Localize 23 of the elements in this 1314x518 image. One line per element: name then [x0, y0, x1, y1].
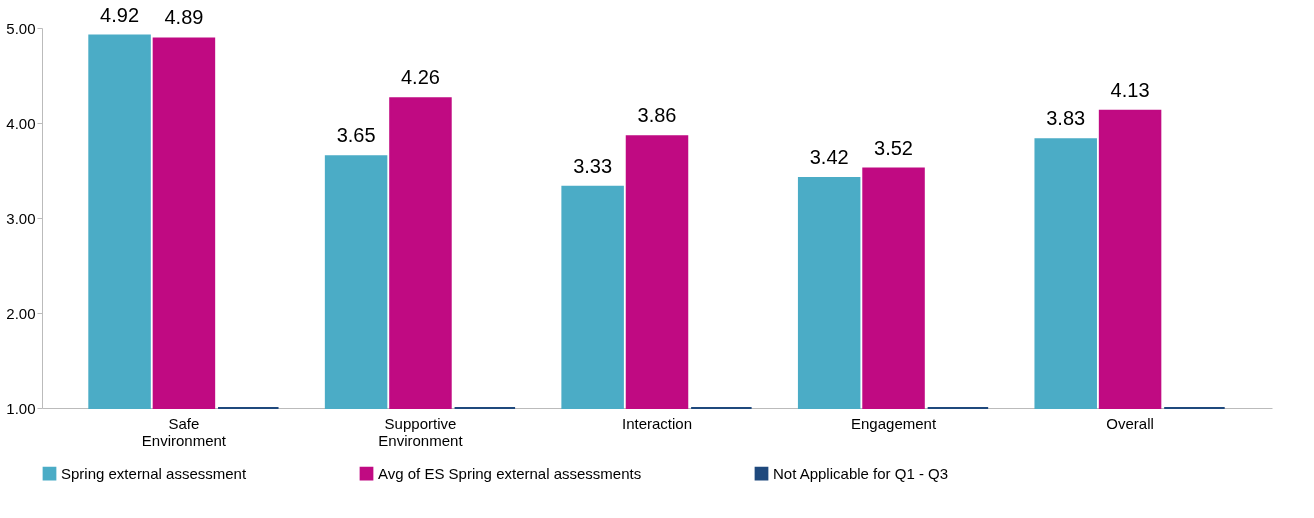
- data-label: 3.83: [1046, 107, 1086, 130]
- data-label: 4.92: [100, 3, 140, 26]
- x-tick-label: Supportive Environment: [378, 414, 464, 449]
- legend-label: Not Applicable for Q1 - Q3: [773, 464, 949, 482]
- data-label: 3.86: [637, 104, 677, 127]
- data-label: 4.13: [1110, 78, 1150, 101]
- data-label: 4.89: [164, 6, 204, 29]
- y-tick-label: 1.00: [6, 399, 36, 417]
- x-tick-label: Interaction: [621, 414, 693, 432]
- y-tick-label: 5.00: [6, 19, 36, 37]
- data-label: 4.26: [400, 66, 440, 89]
- legend-label: Avg of ES Spring external assessments: [378, 464, 642, 482]
- data-label: 3.42: [809, 146, 849, 169]
- x-tick-label: Engagement: [851, 414, 937, 432]
- legend-label: Spring external assessment: [61, 464, 247, 482]
- data-label: 3.33: [573, 154, 613, 177]
- data-label: 3.52: [874, 136, 914, 159]
- y-tick-label: 3.00: [6, 209, 36, 227]
- x-tick-label: Overall: [1106, 414, 1154, 432]
- y-tick-label: 4.00: [6, 114, 36, 132]
- x-tick-label: Safe Environment: [141, 414, 227, 449]
- data-label: 3.65: [336, 124, 376, 147]
- y-tick-label: 2.00: [6, 304, 36, 322]
